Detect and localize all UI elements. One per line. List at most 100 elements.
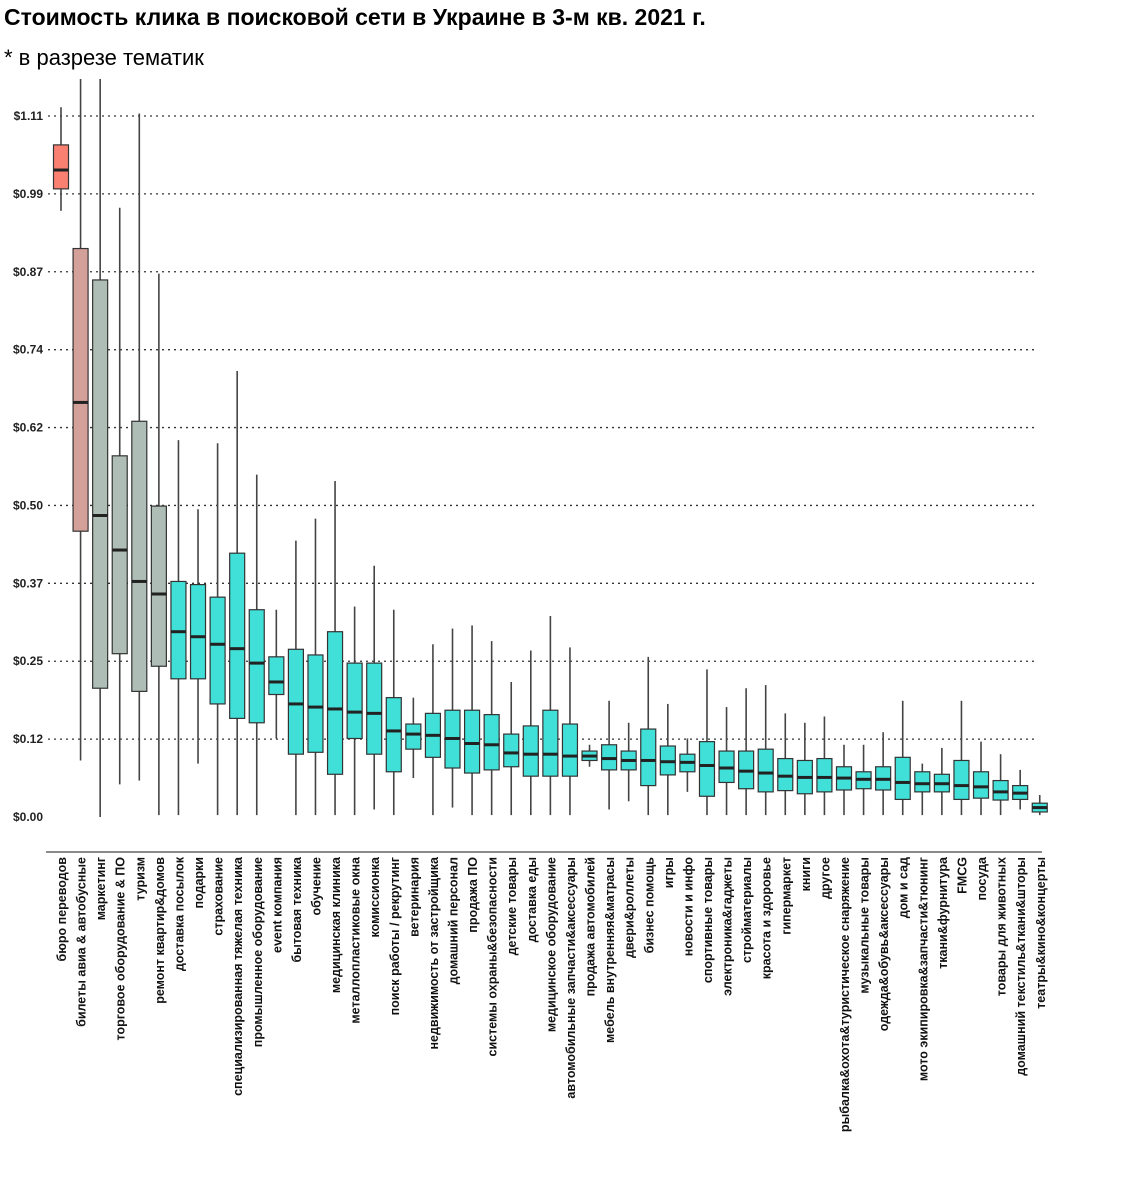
x-category-label: спортивные товары	[701, 857, 715, 983]
iqr-box	[777, 757, 794, 792]
box-group	[287, 540, 304, 816]
x-category-label: туризм	[133, 857, 147, 901]
box-group	[972, 741, 990, 816]
box-group	[229, 371, 246, 816]
y-axis-ticks: $0.00 $0.12 $0.25 $0.37 $0.50 $0.62 $0.74 $0.87…	[13, 109, 43, 824]
iqr-box	[366, 662, 383, 755]
box-group	[366, 565, 383, 810]
box-group	[522, 650, 539, 816]
iqr-box	[268, 656, 285, 696]
box-group	[405, 697, 422, 779]
x-category-label: детские товары	[505, 857, 519, 955]
iqr-box	[405, 723, 422, 750]
box-group	[189, 509, 207, 764]
box-group	[738, 688, 755, 816]
iqr-box	[992, 779, 1009, 801]
box-group	[561, 647, 579, 816]
iqr-box	[189, 583, 207, 680]
box-group	[640, 656, 657, 816]
box-group	[835, 744, 853, 816]
x-category-label: специализированная тяжелая техника	[231, 856, 245, 1096]
box-group	[385, 609, 402, 816]
box-group	[933, 747, 950, 816]
box-group	[992, 754, 1009, 816]
iqr-box	[640, 728, 657, 787]
x-category-label: доставка посылок	[172, 856, 186, 971]
iqr-box	[92, 279, 109, 689]
y-tick-label: $0.37	[13, 576, 43, 590]
x-category-label: event компания	[270, 857, 284, 953]
x-category-label: стройматериалы	[740, 857, 754, 963]
x-category-label: домашний текстиль&ткани&шторы	[1014, 857, 1028, 1076]
box-group	[659, 703, 676, 816]
x-category-label: продажа автомобилей	[584, 857, 598, 996]
iqr-box	[385, 697, 402, 773]
box-group	[816, 716, 833, 816]
x-category-label: мебель внутренняя&матрасы	[603, 857, 617, 1043]
iqr-box	[503, 733, 520, 768]
x-category-label: новости и инфо	[681, 857, 695, 957]
x-category-label: мото экипировка&запчасти&тюнинг	[916, 857, 930, 1081]
box-group	[72, 78, 89, 761]
x-axis-labels: бюро переводов билеты авиа & автобусные ма…	[55, 856, 1048, 1132]
x-category-label: двери&роллеты	[623, 857, 637, 958]
y-tick-label: $0.99	[13, 187, 43, 201]
box-group	[150, 273, 167, 816]
x-category-label: товары для животных	[995, 857, 1009, 996]
x-category-label: музыкальные товары	[858, 857, 872, 994]
y-tick-label: $1.11	[14, 109, 44, 123]
y-tick-label: $0.62	[13, 421, 43, 435]
x-category-label: бытовая техника	[290, 856, 304, 963]
iqr-box	[953, 759, 970, 801]
x-category-label: страхование	[212, 857, 226, 936]
box-group	[953, 700, 970, 816]
y-tick-label: $0.74	[13, 343, 43, 357]
iqr-box	[307, 654, 324, 753]
x-category-label: театры&кино&концерты	[1034, 857, 1048, 1009]
x-category-label: медицинское оборудование	[544, 857, 558, 1032]
box-group	[1031, 795, 1048, 816]
x-category-label: обучение	[309, 857, 323, 916]
x-category-label: домашний персонал	[447, 857, 461, 984]
iqr-box	[209, 596, 226, 705]
iqr-box	[542, 709, 559, 777]
box-group	[346, 606, 363, 816]
x-category-label: FMCG	[955, 857, 969, 894]
x-category-label: медицинская клиника	[329, 856, 343, 993]
box-group	[542, 615, 559, 816]
x-category-label: недвижимость от застройщика	[427, 856, 441, 1050]
chart-subtitle: * в разрезе тематик	[4, 45, 204, 70]
iqr-box	[561, 723, 579, 777]
iqr-box	[131, 420, 148, 692]
box-group	[268, 609, 285, 739]
box-group	[463, 625, 481, 816]
x-category-label: бюро переводов	[55, 857, 69, 962]
iqr-box	[757, 748, 774, 793]
box-group	[444, 628, 461, 808]
iqr-box	[463, 709, 481, 774]
x-category-label: ремонт квартир&домов	[153, 857, 167, 1004]
box-group	[326, 480, 344, 816]
x-category-label: дом и сад	[897, 857, 911, 918]
y-tick-label: $0.25	[13, 654, 43, 668]
iqr-box	[248, 609, 265, 724]
box-group	[170, 440, 187, 816]
box-group	[424, 644, 442, 816]
box-group	[875, 732, 892, 816]
x-category-label: промышленное оборудование	[251, 857, 265, 1047]
box-group	[52, 107, 70, 211]
iqr-box	[287, 648, 304, 755]
x-category-label: красота и здоровье	[760, 857, 774, 979]
iqr-box	[326, 631, 344, 775]
iqr-box	[52, 144, 70, 190]
iqr-box	[894, 756, 911, 801]
x-category-label: игры	[662, 857, 676, 888]
iqr-box	[170, 580, 187, 680]
iqr-box	[972, 771, 990, 799]
x-category-label: подарки	[192, 857, 206, 908]
iqr-box	[816, 757, 833, 793]
box-group	[777, 713, 794, 816]
y-tick-label: $0.87	[13, 265, 43, 279]
x-category-label: торговое оборудование & ПО	[114, 857, 128, 1041]
